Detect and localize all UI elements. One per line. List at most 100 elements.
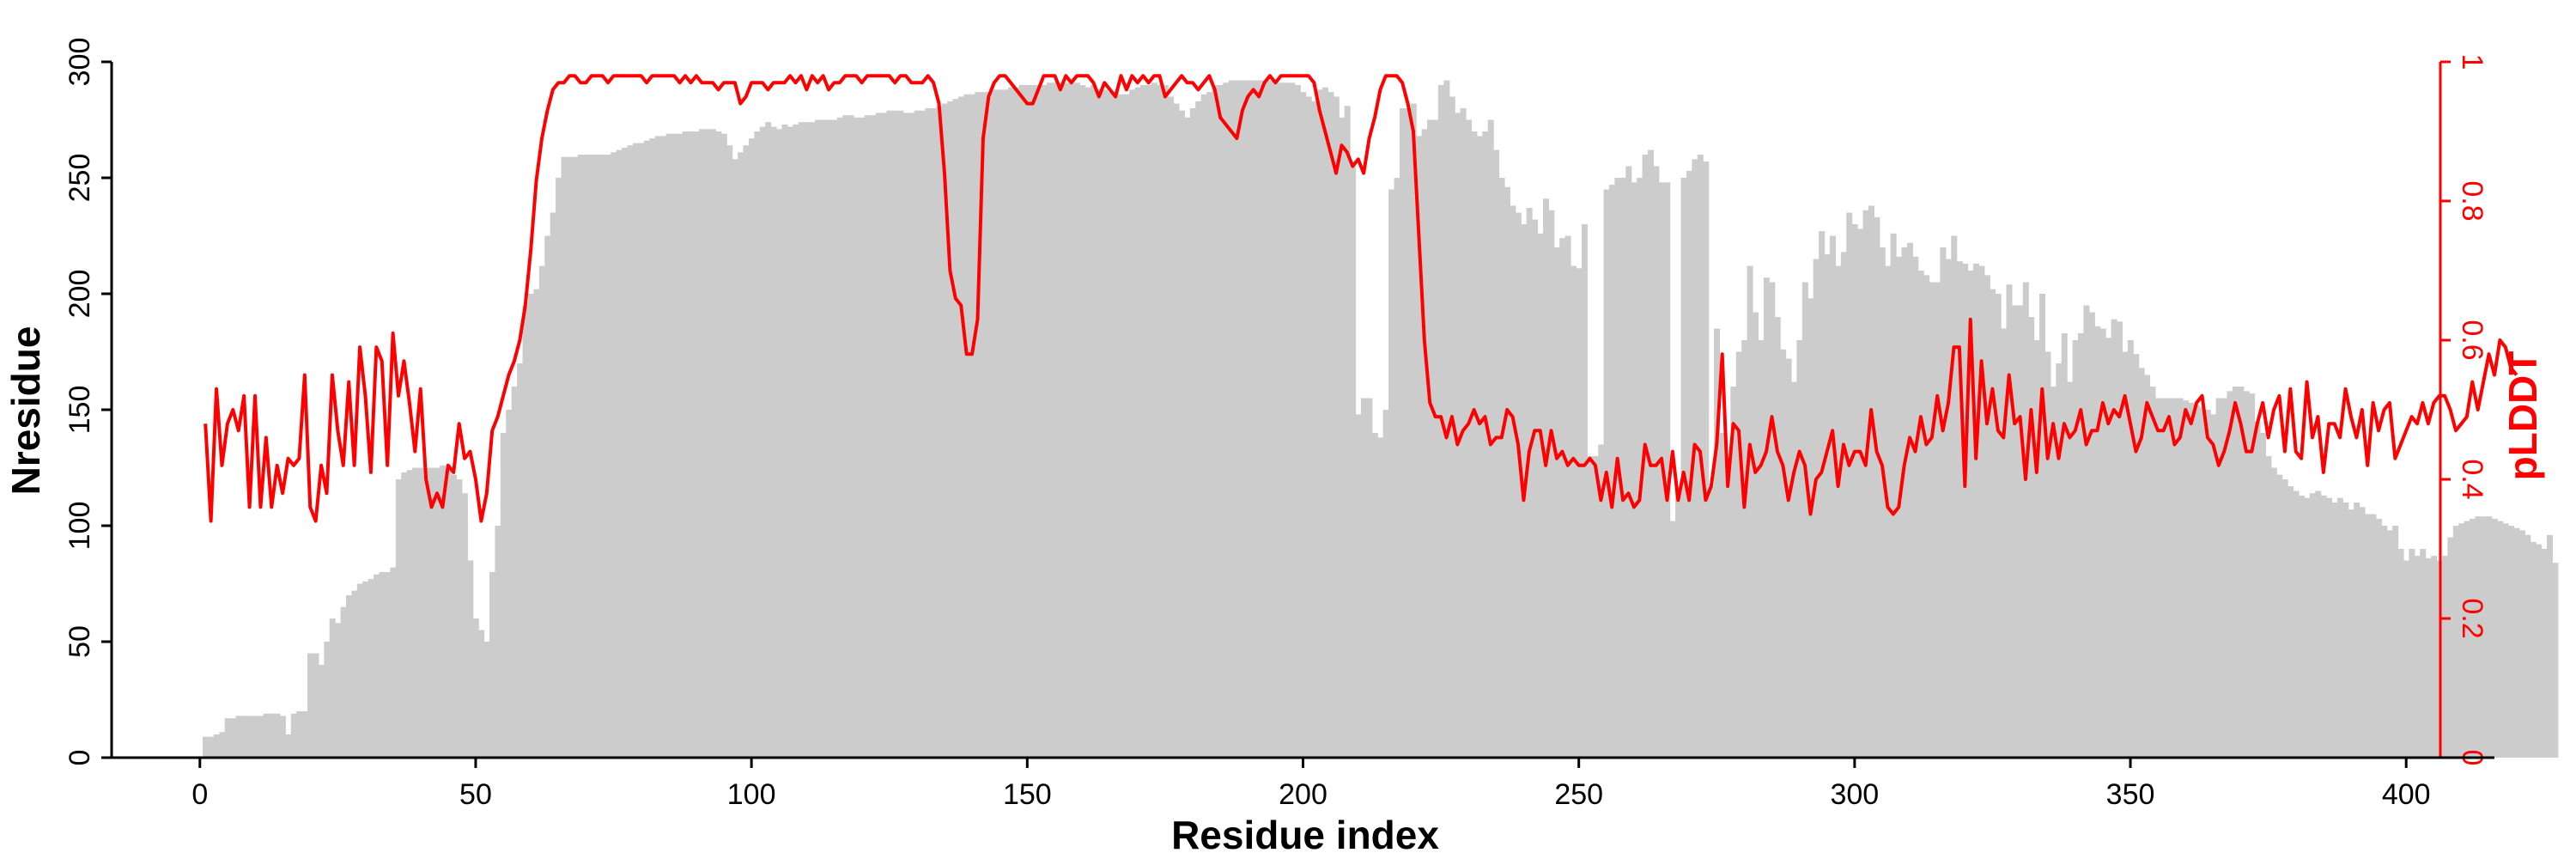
bar [930,108,937,758]
bar [2094,326,2101,758]
bar [483,642,490,758]
bar [1730,387,1737,758]
bar [2154,398,2161,758]
bar [2022,282,2029,758]
bar [2452,526,2459,758]
bar [1245,80,1252,758]
bar [2480,516,2487,758]
bar [2204,410,2211,758]
bar [445,470,452,758]
bar [1796,340,1803,758]
bar [732,159,738,758]
bar [2392,526,2399,758]
right-tick-label: 1 [2456,54,2488,70]
bar [2133,354,2140,758]
bar [1940,247,1947,758]
bar [374,574,380,758]
bar [456,479,463,758]
bar [1145,85,1152,758]
bar [875,113,882,758]
bar [1151,82,1157,758]
bar [1724,465,1731,758]
bar [2028,317,2035,758]
bar [1261,80,1268,758]
bar [219,732,226,758]
bar [665,133,672,758]
bar [472,618,479,758]
bar [1173,103,1180,758]
bar [263,713,270,758]
bar [1360,398,1367,758]
bar [1537,233,1544,758]
bar [511,387,518,758]
bar [2497,521,2504,758]
bar [224,718,231,758]
bar [2298,495,2305,758]
bar [1394,178,1400,758]
bar [390,567,397,758]
bar [340,606,347,758]
bar [671,133,678,758]
bar [2249,393,2256,758]
bar [2067,381,2074,758]
bar [627,145,634,758]
bar [1619,178,1626,758]
bar [1851,224,1858,758]
bar [533,289,540,758]
bar [1482,131,1489,758]
bar [2425,557,2432,758]
bar [2524,534,2531,758]
bar [2188,402,2195,758]
bar [1184,117,1191,758]
bar [1995,294,2002,758]
bar [986,92,993,758]
bar [313,653,319,758]
bar [2011,305,2018,758]
bar [2166,398,2172,758]
bar [1758,340,1765,758]
bar [1835,265,1842,758]
bar [258,716,264,758]
bar [2331,503,2338,758]
bar [2050,387,2057,758]
bar [1984,275,1990,758]
bar [1885,265,1892,758]
bar [1571,265,1577,758]
bar [2420,549,2427,758]
bar [682,131,689,758]
bar [2227,391,2233,758]
bar [1664,182,1671,758]
bar [561,156,568,758]
x-tick-label: 50 [459,778,492,811]
bar [417,467,424,758]
bar [897,110,904,758]
bar [709,129,716,758]
bar [412,467,419,758]
bar [1416,136,1423,758]
bar [2138,368,2145,758]
bar [1763,277,1770,758]
bar [495,526,501,758]
bar [1223,82,1230,758]
bar [2260,433,2267,758]
bar [1195,101,1202,758]
bar [699,129,706,758]
bar [886,110,893,758]
bar [1532,219,1539,758]
bar [2348,509,2354,758]
bar [638,143,645,758]
bar [1874,216,1880,758]
bar [2177,398,2184,758]
bar [588,155,595,758]
bar [1576,268,1583,758]
bar [1857,228,1864,758]
bar [815,119,822,758]
bar [2470,518,2476,758]
bar [1273,80,1279,758]
bar [2088,312,2095,758]
bar [1504,186,1510,758]
bar [1564,235,1571,758]
bar [1917,271,1924,758]
bar [1951,235,1958,758]
bar [1819,231,1826,758]
